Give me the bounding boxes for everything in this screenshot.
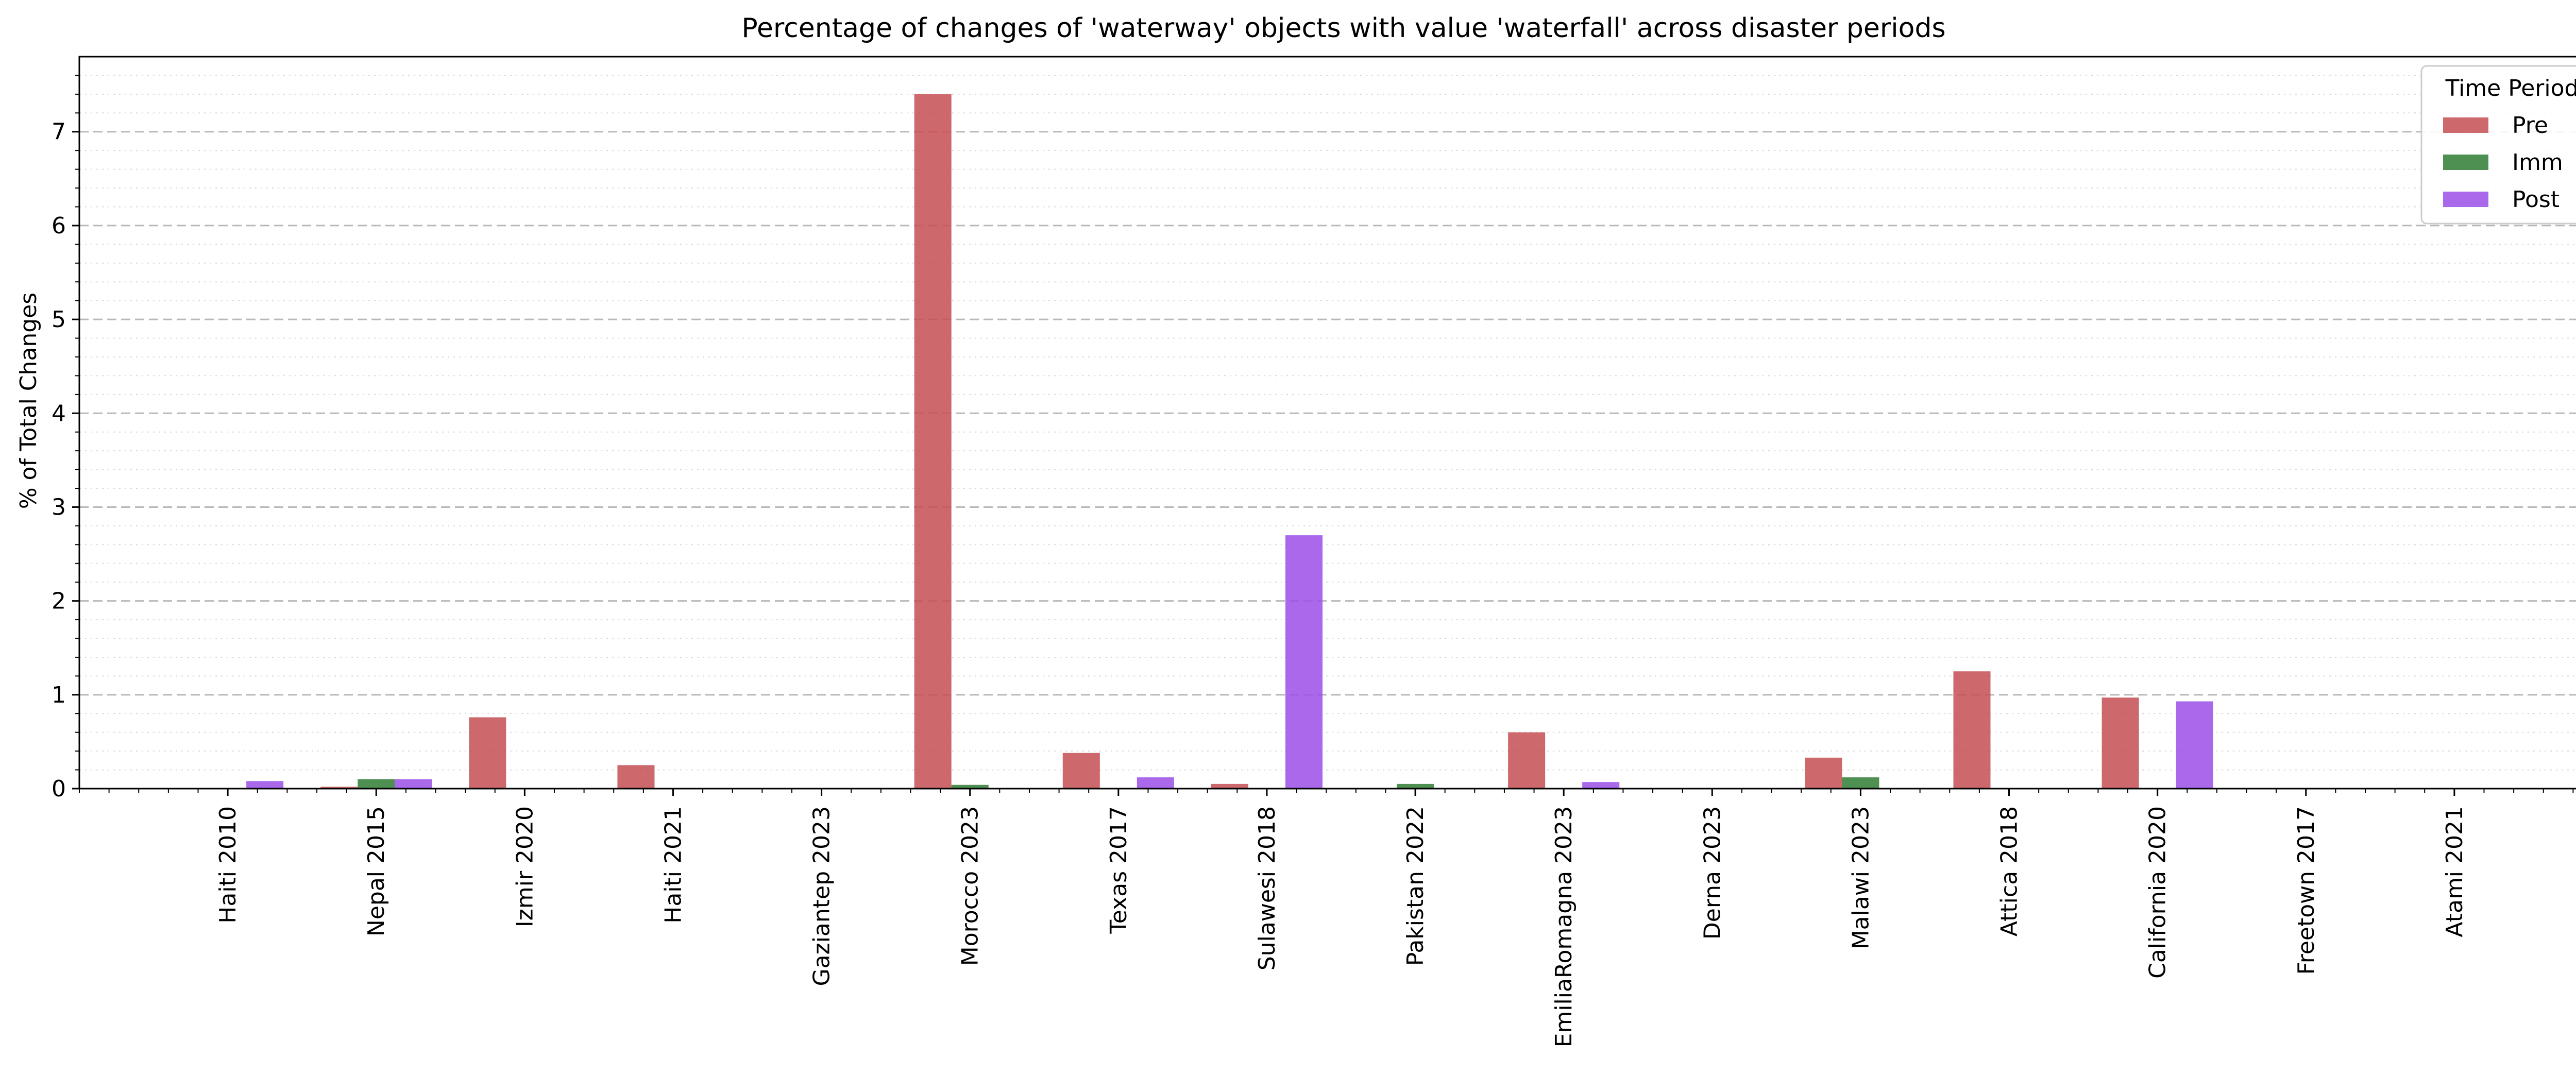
y-tick-label: 3 xyxy=(52,494,66,520)
x-tick-label: Nepal 2015 xyxy=(363,806,389,936)
bar-pre xyxy=(1211,783,1248,789)
legend-swatch-post xyxy=(2443,192,2488,207)
bar-pre xyxy=(617,765,655,789)
legend-swatch-pre xyxy=(2443,117,2488,133)
bar-imm xyxy=(1397,783,1434,789)
x-tick-label: Gaziantep 2023 xyxy=(809,806,835,986)
axis-layer: 0 1 2 3 4 5 6 7 Haiti 2010 Nepal 2015 Izmir 2020 Ha… xyxy=(52,56,2576,1047)
x-tick-label: California 2020 xyxy=(2145,806,2171,979)
bar-post xyxy=(246,781,284,789)
chart-title: Percentage of changes of 'waterway' obje… xyxy=(741,13,1945,44)
x-tick-label: Pakistan 2022 xyxy=(1402,806,1429,966)
grid-layer xyxy=(79,75,2576,771)
bar-post xyxy=(1285,535,1323,789)
x-tick-label: Atami 2021 xyxy=(2442,806,2468,937)
bar-layer xyxy=(246,94,2213,789)
bar-pre xyxy=(320,787,358,789)
legend: Time Period Pre Imm Post xyxy=(2420,65,2576,225)
legend-label-pre: Pre xyxy=(2512,112,2548,139)
x-tick-label: Haiti 2021 xyxy=(660,806,686,924)
bar-imm xyxy=(1842,777,1879,789)
x-tick-label: Malawi 2023 xyxy=(1848,806,1874,949)
bar-pre xyxy=(1062,753,1100,789)
y-tick-label: 4 xyxy=(52,400,66,426)
x-tick-label: Haiti 2010 xyxy=(215,806,241,924)
bar-pre xyxy=(1805,757,1842,789)
plot-frame xyxy=(78,56,2576,790)
bar-post xyxy=(2176,701,2213,789)
bar-pre xyxy=(469,717,506,789)
y-tick-label: 7 xyxy=(52,119,66,145)
bar-post xyxy=(1137,777,1174,789)
legend-frame xyxy=(2420,65,2576,225)
y-tick-label: 0 xyxy=(52,776,66,802)
bar-pre xyxy=(2102,697,2139,789)
x-tick-label: Texas 2017 xyxy=(1106,806,1132,934)
bar-imm xyxy=(951,784,989,789)
x-tick-label: Freetown 2017 xyxy=(2293,806,2319,975)
bar-post xyxy=(395,779,432,789)
bar-imm xyxy=(358,779,395,789)
y-tick-label: 2 xyxy=(52,588,66,615)
bar-pre xyxy=(1953,671,1991,789)
y-axis-label: % of Total Changes xyxy=(15,293,42,509)
x-tick-label: Morocco 2023 xyxy=(957,806,984,966)
y-tick-label: 6 xyxy=(52,213,66,239)
legend-label-post: Post xyxy=(2512,186,2560,213)
x-tick-label: Attica 2018 xyxy=(1996,806,2023,936)
bar-pre xyxy=(914,94,952,789)
legend-title: Time Period xyxy=(2445,75,2576,101)
bar-post xyxy=(1582,782,1620,789)
bar-pre xyxy=(1508,732,1546,789)
x-tick-label: Derna 2023 xyxy=(1699,806,1725,940)
x-tick-label: Sulawesi 2018 xyxy=(1254,806,1280,970)
y-tick-label: 1 xyxy=(52,682,66,708)
legend-label-imm: Imm xyxy=(2512,149,2563,176)
legend-swatch-imm xyxy=(2443,155,2488,170)
y-tick-label: 5 xyxy=(52,306,66,333)
x-tick-label: Izmir 2020 xyxy=(512,806,538,927)
x-tick-label: EmiliaRomagna 2023 xyxy=(1551,806,1577,1047)
